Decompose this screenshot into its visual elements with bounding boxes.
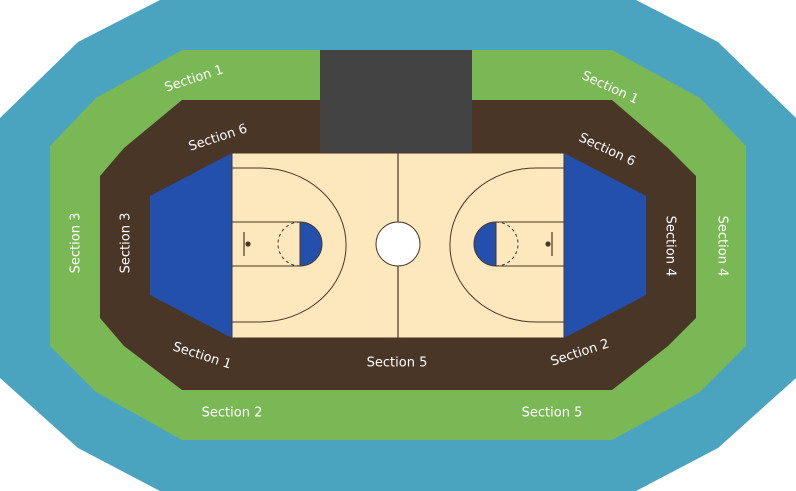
free-throw-half-circle-right xyxy=(473,221,497,267)
label-inner-left: Section 3 xyxy=(119,213,134,274)
label-middle-bottom-right: Section 5 xyxy=(522,406,583,421)
three-point-arc-left xyxy=(232,167,347,323)
center-circle xyxy=(375,221,421,267)
label-inner-bottom-center: Section 5 xyxy=(367,356,428,371)
tunnel-entrance xyxy=(320,50,472,153)
label-outer-right: Section 4 xyxy=(715,216,730,277)
three-point-arc-right xyxy=(449,167,564,323)
baseline-seats-left[interactable] xyxy=(150,153,232,338)
hoop-right xyxy=(545,241,551,247)
basketball-court xyxy=(231,152,565,339)
label-inner-right: Section 4 xyxy=(663,216,678,277)
free-throw-half-circle-left xyxy=(299,221,323,267)
baseline-seats-right[interactable] xyxy=(564,153,646,338)
label-outer-left: Section 3 xyxy=(69,213,84,274)
label-middle-bottom-left: Section 2 xyxy=(202,406,263,421)
hoop-left xyxy=(245,241,251,247)
free-throw-dashed-arc-right xyxy=(495,221,519,267)
free-throw-dashed-arc-left xyxy=(277,221,301,267)
